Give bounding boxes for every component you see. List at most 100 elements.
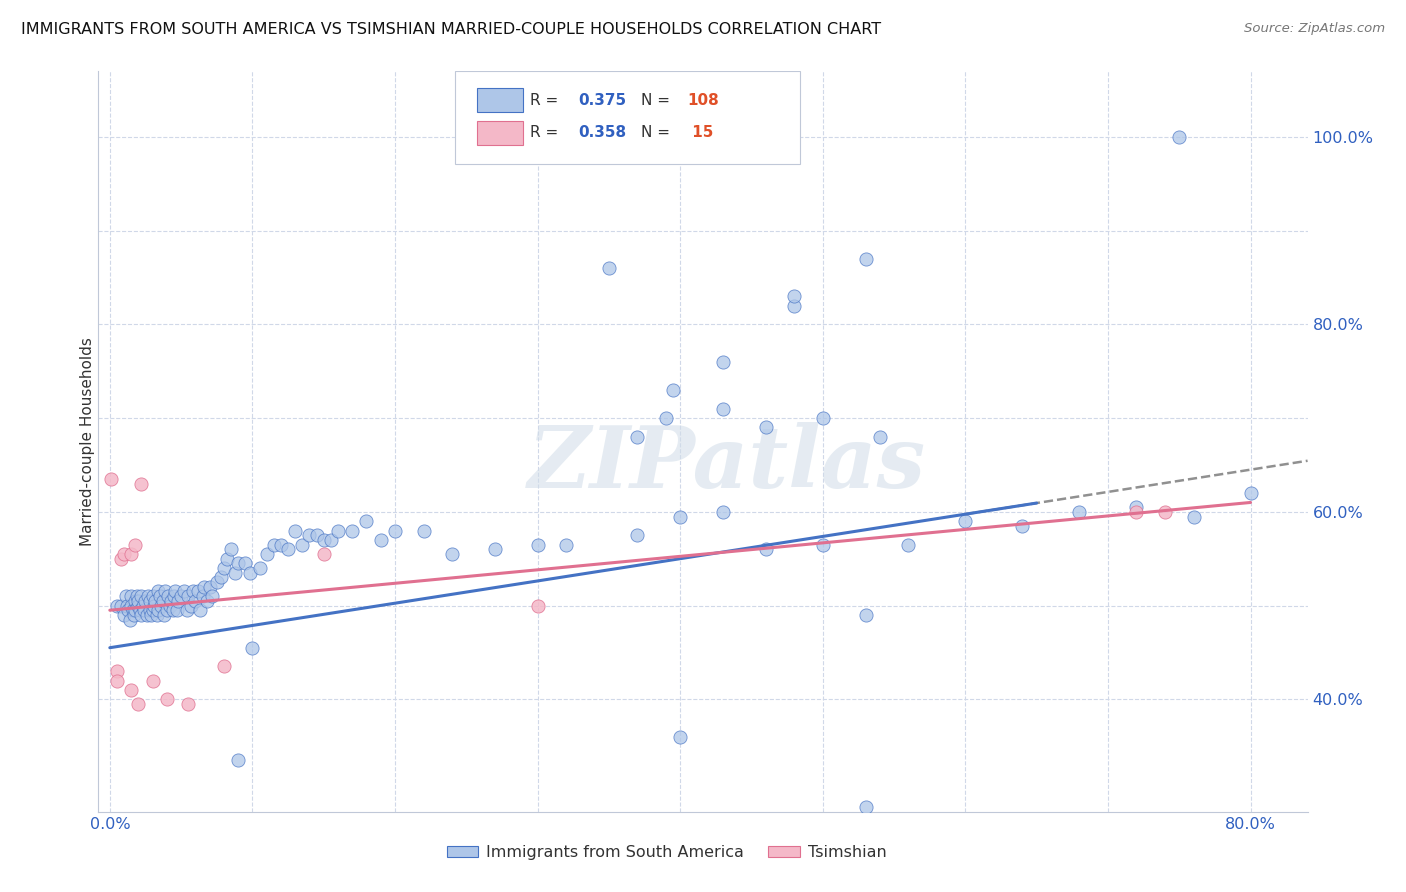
Point [142,673,165,688]
Point [811,538,834,552]
Point [755,542,778,557]
Point [120,682,142,697]
Point [305,528,328,542]
Point [165,584,187,599]
Point [105,599,128,613]
Point [263,538,285,552]
Point [195,594,218,608]
Point [897,538,920,552]
Text: R =: R = [530,125,564,140]
Point [755,420,778,434]
Point [177,697,200,711]
Point [181,584,204,599]
Point [198,580,221,594]
Point [159,599,181,613]
Point [955,514,977,528]
Point [160,594,183,608]
Point [249,561,271,575]
Point [356,514,378,528]
Point [142,589,165,603]
Text: 15: 15 [688,125,714,140]
Point [662,383,685,397]
Point [284,524,307,538]
Point [120,599,142,613]
Point [1239,486,1261,500]
Point [149,589,172,603]
Point [124,594,146,608]
Point [127,599,149,613]
Point [626,430,648,444]
Point [124,538,146,552]
FancyBboxPatch shape [456,71,800,164]
Point [162,603,184,617]
Point [855,800,877,814]
Point [655,411,678,425]
Point [153,607,176,622]
Point [120,589,142,603]
Point [526,538,548,552]
Point [125,589,148,603]
Point [115,599,138,613]
Y-axis label: Married-couple Households: Married-couple Households [80,337,94,546]
Point [136,589,159,603]
Point [384,524,406,538]
Point [291,538,314,552]
Point [105,673,128,688]
Point [143,599,166,613]
Point [711,355,734,369]
Point [1125,505,1147,519]
Point [163,589,186,603]
Point [187,584,209,599]
Point [1154,505,1177,519]
Point [598,261,620,276]
Text: 0.358: 0.358 [578,125,627,140]
Point [131,599,153,613]
Point [157,589,180,603]
Point [783,819,806,833]
Point [555,538,578,552]
Point [139,603,162,617]
Point [142,603,165,617]
Point [1125,500,1147,515]
Point [129,476,152,491]
Point [811,411,834,425]
Point [855,252,877,266]
Point [1168,130,1191,145]
Point [121,603,143,617]
Point [869,430,891,444]
Text: R =: R = [530,93,564,108]
Point [184,594,207,608]
Point [277,542,299,557]
Point [148,603,170,617]
Text: 108: 108 [688,93,718,108]
Point [127,697,149,711]
Point [233,557,256,571]
Bar [477,121,523,145]
Point [150,599,173,613]
Point [193,580,215,594]
Legend: Immigrants from South America, Tsimshian: Immigrants from South America, Tsimshian [440,838,893,867]
Point [256,547,278,561]
Point [441,547,464,561]
Point [135,607,157,622]
Point [224,566,246,580]
Point [1011,519,1033,533]
Point [129,607,152,622]
Point [219,542,242,557]
Point [132,603,155,617]
Point [226,557,249,571]
Point [122,607,145,622]
Point [215,551,238,566]
Point [326,524,349,538]
Point [117,603,139,617]
Point [298,528,321,542]
Point [855,607,877,622]
Point [783,299,806,313]
Point [148,584,170,599]
Point [118,613,141,627]
Point [1069,505,1091,519]
Point [110,551,132,566]
Point [114,589,136,603]
Point [201,589,224,603]
Point [526,599,548,613]
